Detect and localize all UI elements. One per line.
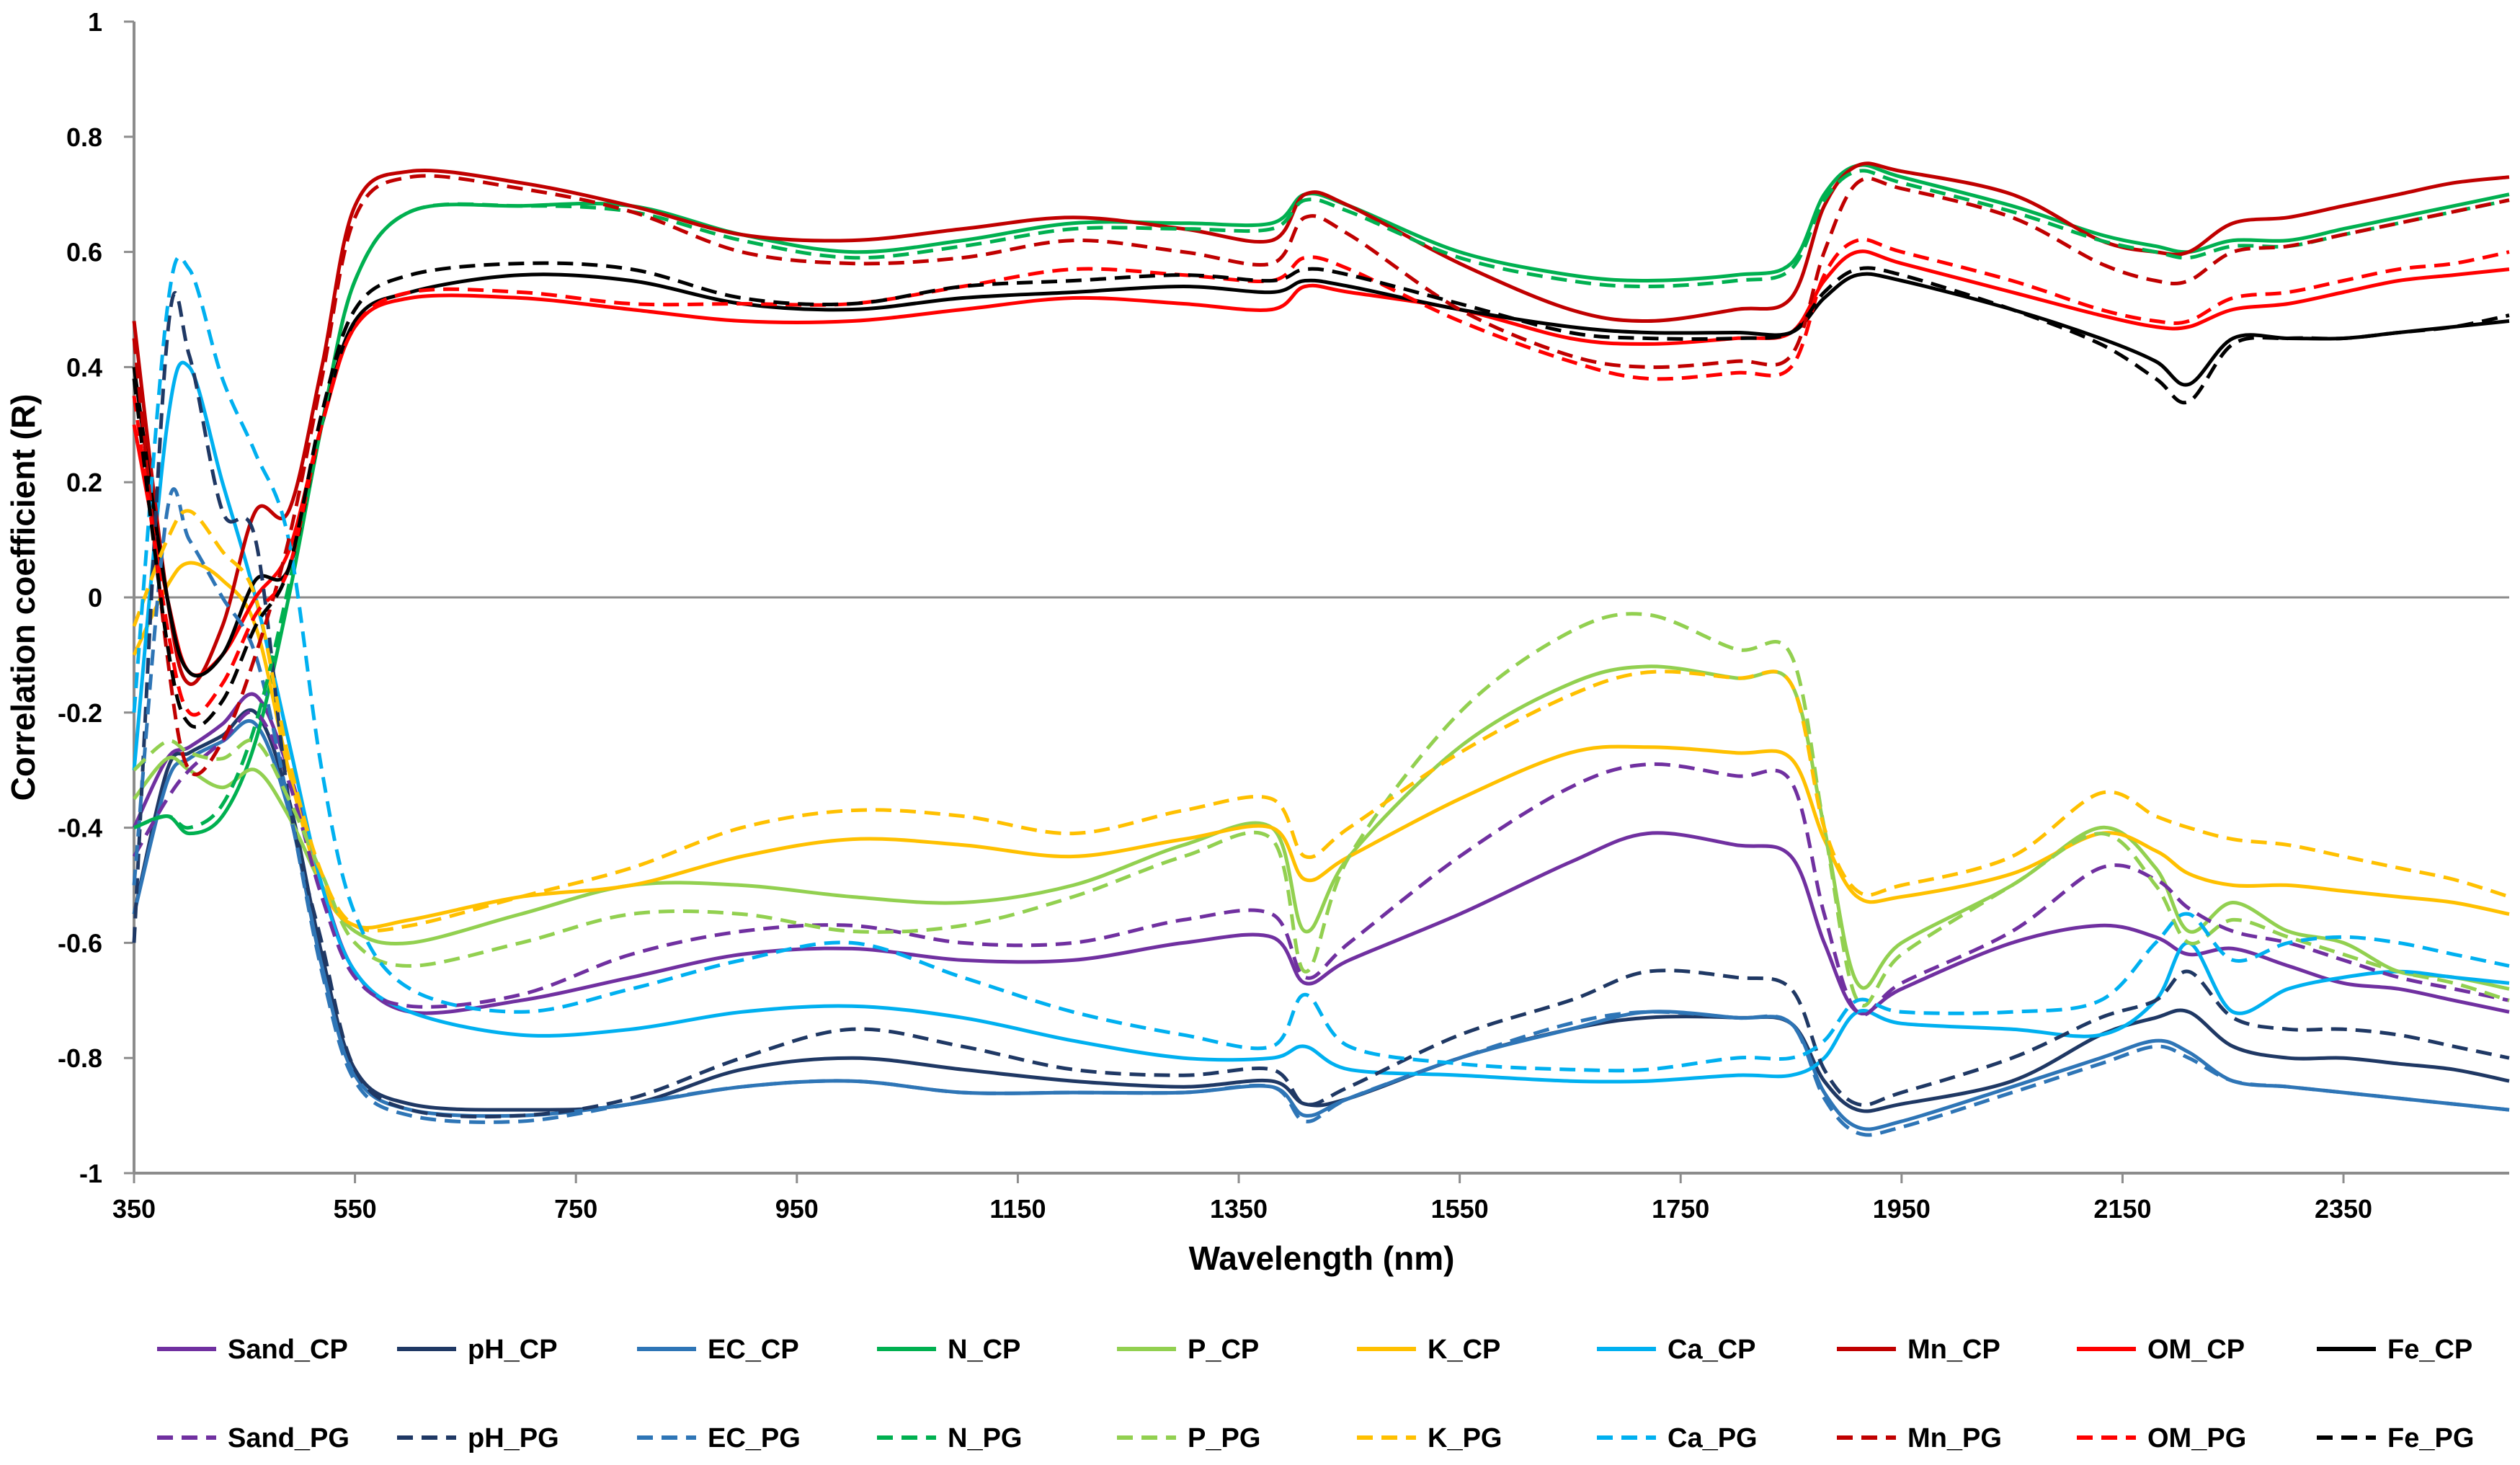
legend-label: P_CP (1188, 1335, 1259, 1365)
y-tick-label: -0.2 (58, 698, 102, 728)
x-tick-label: 1150 (989, 1194, 1046, 1224)
legend-label: Mn_CP (1907, 1335, 2000, 1365)
legend-label: Sand_PG (228, 1423, 349, 1453)
legend-label: EC_CP (708, 1335, 799, 1365)
legend-label: Mn_PG (1907, 1423, 2002, 1453)
legend-item-p-pg: P_PG (1117, 1423, 1260, 1453)
series-line-fe-pg (132, 261, 2510, 729)
legend-item-mn-pg: Mn_PG (1837, 1423, 2002, 1453)
x-tick-label: 2350 (2315, 1194, 2372, 1224)
legend-item-ec-pg: EC_PG (637, 1423, 801, 1453)
y-tick-label: -0.8 (58, 1043, 102, 1073)
legend-label: N_PG (948, 1423, 1022, 1453)
y-tick-label: 0.6 (66, 238, 102, 267)
legend-item-ph-cp: pH_CP (397, 1335, 558, 1365)
series-line-sand-pg (132, 709, 2510, 1017)
legend-label: Ca_PG (1668, 1423, 1758, 1453)
x-axis-title: Wavelength (nm) (1189, 1239, 1455, 1277)
x-tick-label: 950 (775, 1194, 819, 1224)
legend-item-n-pg: N_PG (877, 1423, 1022, 1453)
legend-label: pH_CP (468, 1335, 558, 1365)
legend-item-ec-cp: EC_CP (637, 1335, 799, 1365)
x-tick-label: 350 (112, 1194, 156, 1224)
legend-item-om-cp: OM_CP (2077, 1335, 2245, 1365)
y-tick-label: 0.2 (66, 468, 102, 497)
legend-label: Fe_PG (2387, 1423, 2474, 1453)
legend-item-k-cp: K_CP (1357, 1335, 1500, 1365)
legend-item-p-cp: P_CP (1117, 1335, 1259, 1365)
legend-item-ph-pg: pH_PG (397, 1423, 559, 1453)
series-line-ph-pg (132, 290, 2510, 1119)
y-tick-label: 0.4 (66, 352, 102, 382)
series-line-ec-cp (132, 718, 2510, 1131)
x-tick-label: 750 (554, 1194, 597, 1224)
y-tick-label: -0.4 (58, 814, 102, 843)
legend-item-k-pg: K_PG (1357, 1423, 1502, 1453)
legend-item-mn-cp: Mn_CP (1837, 1335, 2000, 1365)
legend: Sand_CP pH_CP EC_CP N_CP P_CP K_CP Ca_CP Mn_CP O… (157, 1335, 2474, 1453)
legend-label: Sand_CP (228, 1335, 348, 1365)
series-line-ec-pg (132, 487, 2510, 1137)
y-tick-label: 0.8 (66, 123, 102, 152)
series-line-p-pg (133, 612, 2510, 1008)
legend-label: P_PG (1188, 1423, 1260, 1453)
y-tick-label: -1 (79, 1159, 102, 1188)
y-axis-title: Correlation coefficient (R) (4, 394, 42, 801)
legend-label: Ca_CP (1668, 1335, 1756, 1365)
legend-item-fe-pg: Fe_PG (2317, 1423, 2474, 1453)
series-line-n-pg (133, 169, 2510, 830)
x-tick-label: 550 (334, 1194, 377, 1224)
legend-item-sand-pg: Sand_PG (157, 1423, 349, 1453)
legend-label: OM_CP (2147, 1335, 2245, 1365)
y-tick-label: 1 (88, 7, 102, 37)
legend-item-ca-pg: Ca_PG (1597, 1423, 1758, 1453)
y-tick-label: 0 (88, 583, 102, 613)
series-line-k-pg (132, 509, 2510, 933)
legend-item-sand-cp: Sand_CP (157, 1335, 348, 1365)
legend-label: N_CP (948, 1335, 1020, 1365)
legend-label: OM_PG (2147, 1423, 2246, 1453)
x-tick-label: 2150 (2093, 1194, 2151, 1224)
series-line-mn-pg (132, 174, 2510, 777)
legend-label: pH_PG (468, 1423, 559, 1453)
legend-item-fe-cp: Fe_CP (2317, 1335, 2472, 1365)
x-tick-label: 1350 (1210, 1194, 1268, 1224)
legend-label: Fe_CP (2387, 1335, 2472, 1365)
x-tick-label: 1950 (1873, 1194, 1931, 1224)
legend-label: K_PG (1428, 1423, 1502, 1453)
series-lines (132, 161, 2510, 1137)
legend-item-ca-cp: Ca_CP (1597, 1335, 1756, 1365)
series-line-p-cp (133, 664, 2510, 991)
x-tick-label: 1750 (1652, 1194, 1709, 1224)
legend-item-n-cp: N_CP (877, 1335, 1020, 1365)
legend-label: EC_PG (708, 1423, 801, 1453)
legend-item-om-pg: OM_PG (2077, 1423, 2246, 1453)
legend-label: K_CP (1428, 1335, 1500, 1365)
x-tick-label: 1550 (1431, 1194, 1489, 1224)
y-tick-label: -0.6 (58, 928, 102, 958)
